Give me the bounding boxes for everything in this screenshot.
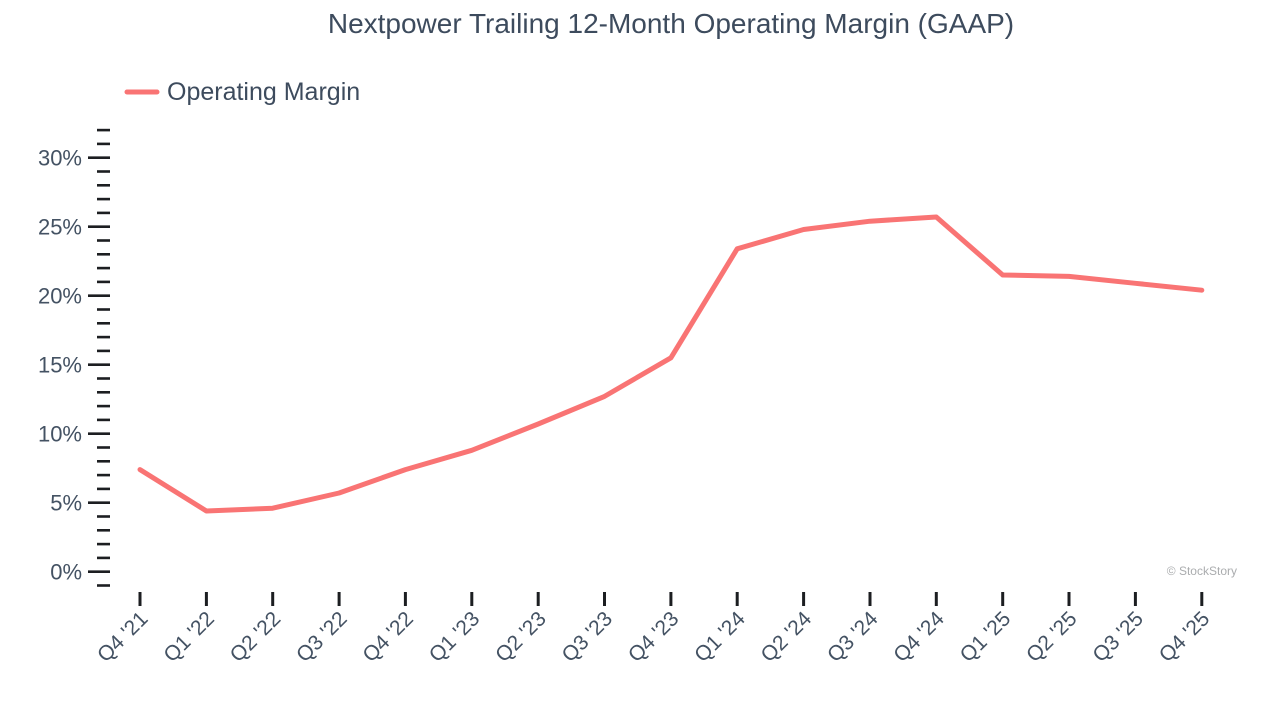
x-axis-label: Q1 '23 bbox=[425, 607, 485, 667]
y-axis-label: 25% bbox=[38, 215, 82, 240]
y-axis: 0% 5% 10% 15% 20% 25% 30% bbox=[38, 128, 110, 587]
x-axis-label: Q4 '24 bbox=[889, 607, 949, 667]
legend-label: Operating Margin bbox=[167, 78, 360, 106]
y-axis-label: 30% bbox=[38, 146, 82, 171]
series-line-operating-margin bbox=[137, 214, 1205, 514]
x-axis-label: Q3 '22 bbox=[292, 607, 352, 667]
x-axis-label: Q4 '23 bbox=[624, 607, 684, 667]
legend: Operating Margin bbox=[124, 78, 360, 106]
x-axis-label: Q4 '22 bbox=[358, 607, 418, 667]
series-line-group bbox=[137, 214, 1205, 514]
watermark: © StockStory bbox=[1167, 564, 1237, 578]
x-axis-label: Q4 '21 bbox=[93, 607, 153, 667]
y-axis-label: 20% bbox=[38, 284, 82, 309]
x-axis-label: Q2 '22 bbox=[226, 607, 286, 667]
x-axis-label: Q2 '24 bbox=[757, 607, 817, 667]
x-axis-label: Q1 '25 bbox=[956, 607, 1016, 667]
y-axis-label: 10% bbox=[38, 422, 82, 447]
x-axis-label: Q2 '25 bbox=[1022, 607, 1082, 667]
x-axis-label: Q3 '25 bbox=[1088, 607, 1148, 667]
x-axis-label: Q3 '24 bbox=[823, 607, 883, 667]
y-axis-label: 15% bbox=[38, 353, 82, 378]
x-axis-label: Q2 '23 bbox=[491, 607, 551, 667]
x-axis: Q4 '21 Q1 '22 Q2 '22 Q3 '22 Q4 '22 Q1 '23 Q2 '… bbox=[93, 592, 1214, 667]
y-axis-label: 0% bbox=[50, 560, 82, 585]
x-axis-label: Q1 '22 bbox=[159, 607, 219, 667]
chart-title: Nextpower Trailing 12-Month Operating Ma… bbox=[328, 8, 1014, 39]
x-axis-label: Q1 '24 bbox=[690, 607, 750, 667]
x-axis-label: Q3 '23 bbox=[557, 607, 617, 667]
y-axis-label: 5% bbox=[50, 491, 82, 516]
x-axis-label: Q4 '25 bbox=[1155, 607, 1215, 667]
